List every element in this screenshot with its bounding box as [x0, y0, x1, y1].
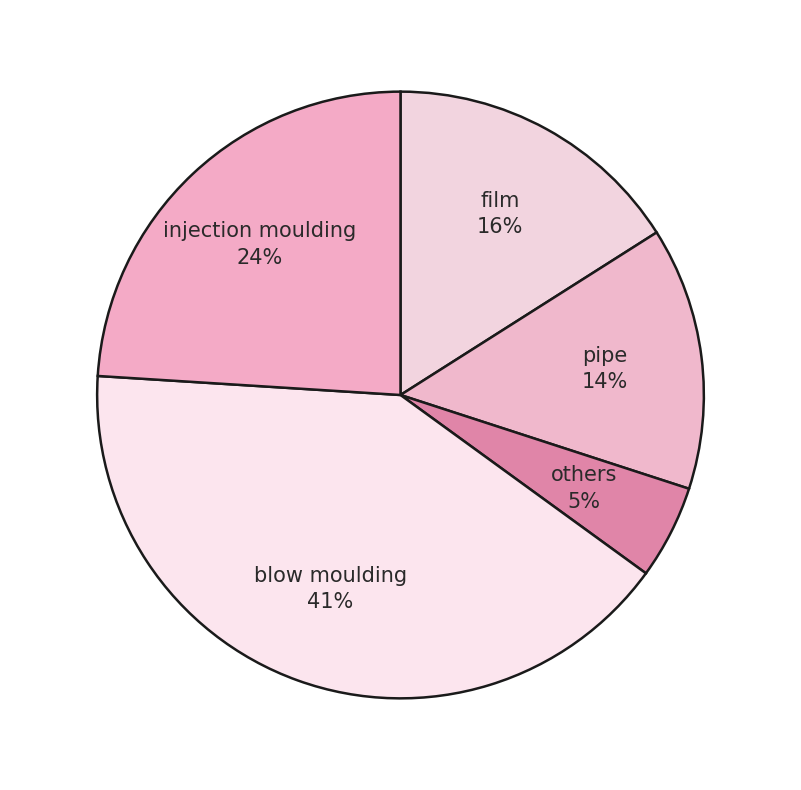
Wedge shape	[98, 92, 400, 395]
Text: pipe
14%: pipe 14%	[582, 346, 628, 393]
Wedge shape	[400, 232, 704, 489]
Wedge shape	[97, 376, 646, 698]
Text: film
16%: film 16%	[477, 191, 523, 238]
Text: others
5%: others 5%	[551, 465, 618, 512]
Wedge shape	[400, 92, 657, 395]
Wedge shape	[400, 395, 689, 574]
Text: blow moulding
41%: blow moulding 41%	[254, 566, 407, 612]
Text: injection moulding
24%: injection moulding 24%	[163, 221, 356, 268]
